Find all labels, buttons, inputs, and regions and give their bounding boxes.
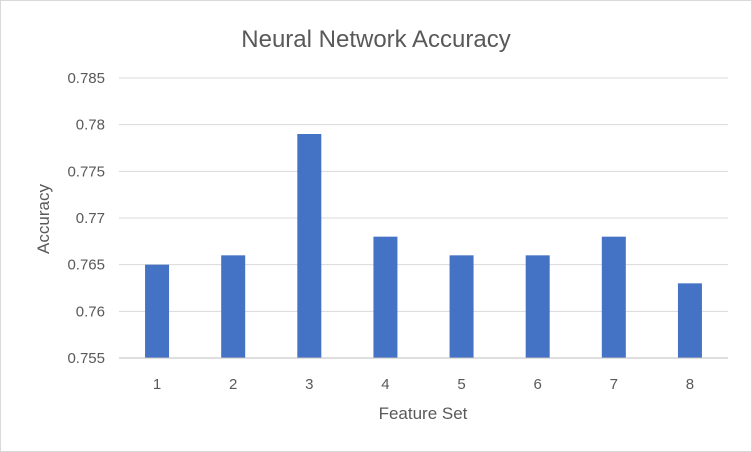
y-axis-label: Accuracy: [34, 184, 53, 254]
gridlines: [119, 77, 728, 312]
x-tick-label: 4: [381, 376, 389, 393]
bar-6: [525, 255, 550, 358]
y-tick-label: 0.77: [76, 210, 105, 227]
y-tick-label: 0.78: [76, 117, 105, 134]
x-tick-label: 6: [534, 376, 542, 393]
x-tick-labels: 1 2 3 4 5 6 7 8: [153, 376, 694, 393]
x-tick-label: 5: [457, 376, 465, 393]
x-axis-label: Feature Set: [379, 404, 468, 423]
bar-1: [145, 264, 170, 358]
y-tick-label: 0.765: [67, 257, 105, 274]
x-tick-label: 2: [229, 376, 237, 393]
bar-3: [297, 134, 322, 358]
bar-2: [221, 255, 246, 358]
x-tick-label: 3: [305, 376, 313, 393]
bar-8: [677, 283, 702, 358]
chart-title: Neural Network Accuracy: [241, 26, 510, 53]
x-tick-label: 8: [686, 376, 694, 393]
x-tick-label: 1: [153, 376, 161, 393]
y-tick-label: 0.775: [67, 163, 105, 180]
bar-7: [601, 236, 626, 358]
bars: [145, 134, 702, 358]
y-tick-label: 0.755: [67, 350, 105, 367]
y-tick-labels: 0.755 0.76 0.765 0.77 0.775 0.78 0.785: [67, 70, 105, 367]
y-tick-label: 0.785: [67, 70, 105, 87]
bar-5: [449, 255, 474, 358]
y-tick-label: 0.76: [76, 303, 105, 320]
bar-4: [373, 236, 398, 358]
x-tick-label: 7: [610, 376, 618, 393]
